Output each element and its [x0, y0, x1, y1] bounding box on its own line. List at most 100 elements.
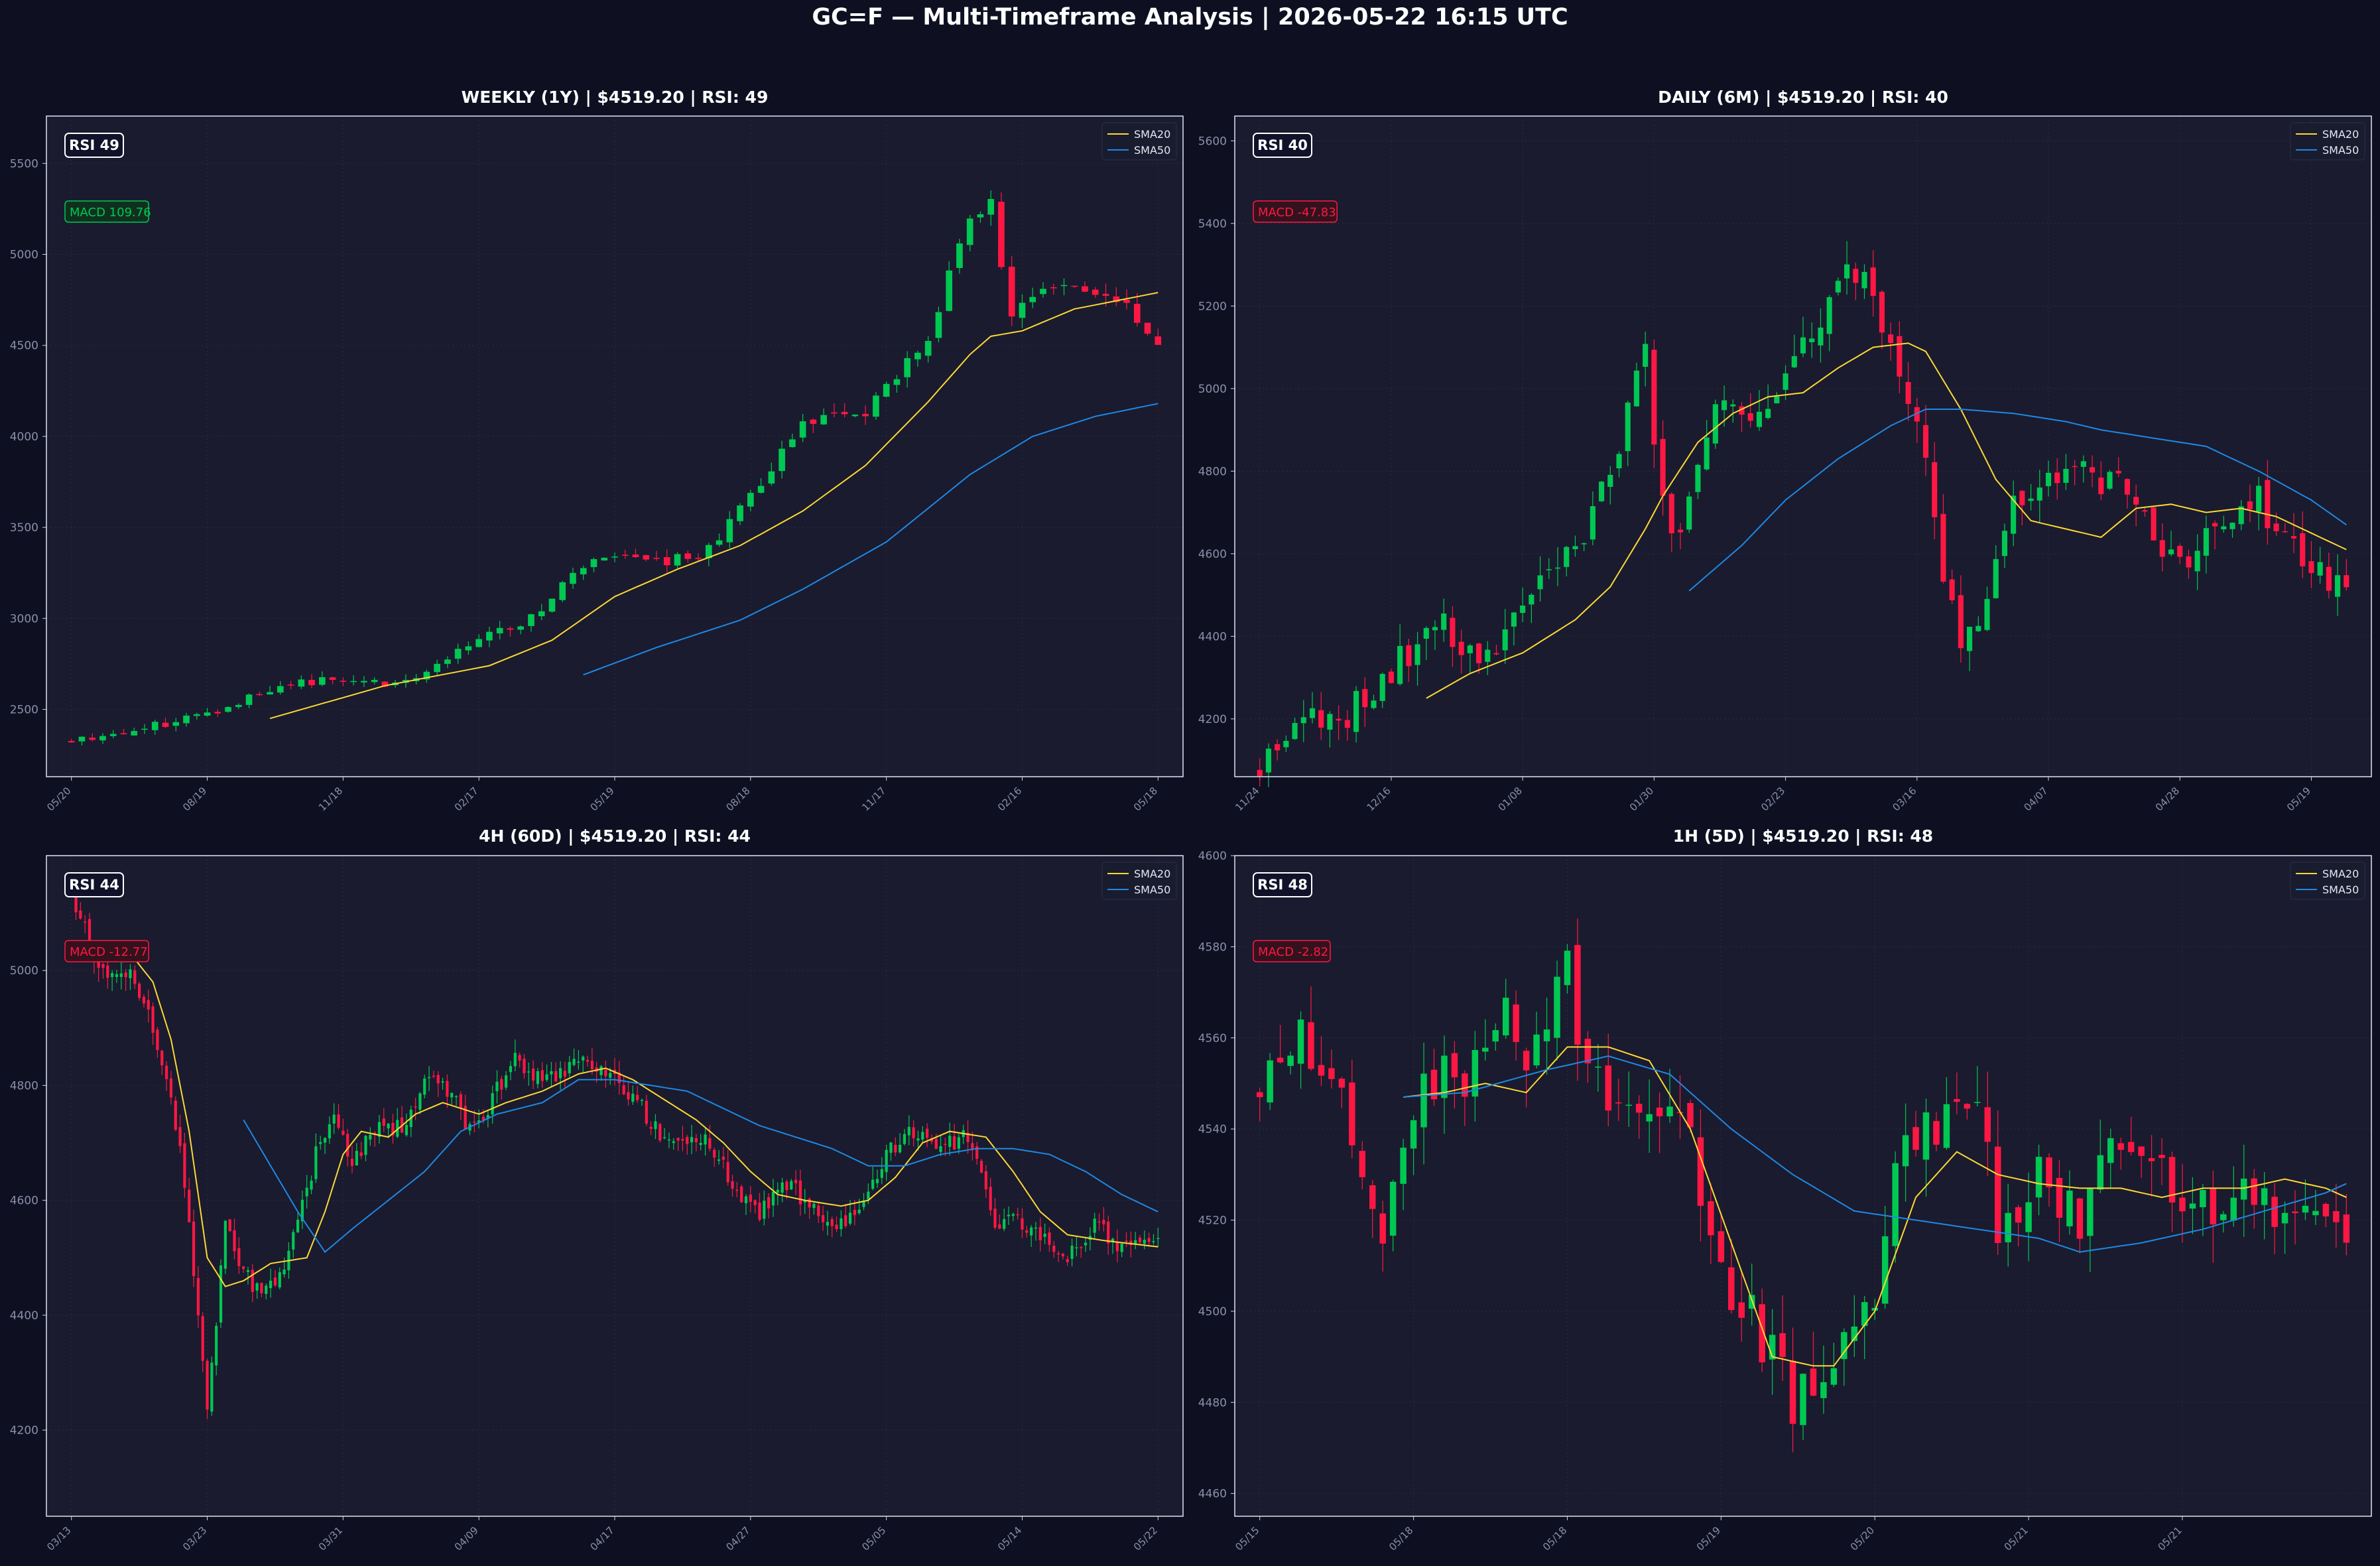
candle-bear [708, 1138, 712, 1149]
candle-bear [694, 1138, 698, 1142]
candle-bull [1400, 1147, 1407, 1184]
candle-bull [948, 1136, 952, 1147]
candle-bull [550, 1071, 553, 1075]
candle-bear [2179, 1197, 2186, 1212]
candle-bear [912, 1127, 915, 1138]
candle-bear [2019, 491, 2025, 505]
candle-bull [99, 736, 106, 741]
candle-bear [1476, 643, 1482, 664]
candle-bear [359, 1152, 363, 1156]
candle-bull [776, 1189, 779, 1193]
candle-bull [1283, 741, 1289, 748]
candle-bear [554, 1071, 558, 1082]
candle-bear [2177, 546, 2183, 557]
candle-bear [1257, 769, 1263, 776]
candle-bull [1633, 370, 1639, 407]
candle-bear [381, 681, 389, 687]
candle-bull [172, 722, 180, 726]
x-tick-label: 05/18 [1540, 1524, 1569, 1553]
candle-bear [1406, 645, 1412, 667]
candle-bear [1513, 1004, 1519, 1043]
candle-bull [1537, 575, 1543, 590]
candle-bull [450, 1092, 454, 1098]
candle-bear [1102, 294, 1109, 296]
candle-bear [2133, 497, 2139, 505]
candle-bear [1914, 407, 1920, 422]
candle-bull [361, 681, 367, 683]
candle-bull [1029, 296, 1036, 302]
candle-bear [97, 960, 100, 968]
candle-bear [1071, 285, 1078, 287]
candle-bull [1599, 482, 1605, 501]
y-tick-label: 5500 [10, 157, 38, 170]
candle-bear [653, 558, 660, 559]
candle-bear [979, 1161, 983, 1173]
candle-bull [1546, 569, 1552, 570]
candle-bull [1646, 1114, 1653, 1122]
candle-bull [223, 1220, 227, 1269]
candle-bull [867, 1191, 870, 1200]
sma50-line [583, 403, 1159, 676]
legend: SMA20 SMA50 [2290, 862, 2365, 900]
candle-bear [2322, 1204, 2330, 1216]
candle-bear [749, 1195, 752, 1202]
sma20-line [134, 958, 1159, 1287]
candle-bear [1318, 710, 1324, 728]
candle-bear [2115, 470, 2121, 474]
candle-bear [273, 1277, 277, 1285]
candle-bear [713, 1149, 716, 1158]
candle-bear [1061, 1254, 1065, 1257]
candle-bear [188, 1189, 191, 1222]
candle-bear [2117, 1143, 2124, 1150]
candle-bear [1574, 945, 1581, 1045]
candle-bull [880, 1169, 883, 1178]
candle-bull [298, 679, 305, 687]
candle-bull [903, 1134, 907, 1144]
candle-bear [989, 1187, 992, 1210]
macd-badge-box [1253, 940, 1331, 962]
candle-bull [1607, 474, 1613, 488]
candle-bear [1008, 267, 1015, 317]
candle-bear [2090, 467, 2096, 473]
candle-bull [599, 1066, 603, 1075]
candle-bull [310, 1180, 313, 1190]
candle-bear [1102, 1220, 1105, 1224]
legend-sma20-label: SMA20 [2322, 868, 2359, 880]
candle-bull [1309, 708, 1316, 718]
candle-bear [563, 1071, 567, 1077]
candle-bull [672, 1141, 675, 1143]
candle-bull [210, 1362, 214, 1412]
rsi-badge: RSI 40 [1253, 133, 1312, 158]
panel-title-1h: 1H (5D) | $4519.20 | RSI: 48 [1672, 826, 1934, 846]
candle-bear [1718, 1231, 1725, 1262]
candle-bull [1800, 1374, 1806, 1425]
candle-bull [1267, 1060, 1273, 1103]
sma50-line [1403, 1055, 2347, 1253]
candle-bull [1943, 1104, 1950, 1148]
candle-bull [2066, 1191, 2073, 1226]
y-tick-label: 4400 [10, 1309, 38, 1323]
candle-bear [68, 741, 75, 743]
candle-bear [214, 712, 221, 714]
y-tick-label: 4800 [10, 1079, 38, 1092]
candle-bull [1712, 404, 1718, 444]
candle-bull [1783, 373, 1788, 390]
candle-bull [475, 639, 483, 647]
candle-bull [2229, 523, 2235, 529]
candle-bull [1502, 998, 1509, 1035]
candle-bull [747, 493, 754, 507]
candle-bull [427, 1077, 431, 1078]
candle-bull [699, 1143, 702, 1145]
candle-bear [1897, 336, 1903, 377]
candle-bull [1292, 723, 1298, 740]
candle-bull [528, 614, 534, 626]
y-tick-label: 4540 [1198, 1123, 1227, 1136]
candle-bear [500, 1078, 503, 1090]
candle-bear [106, 965, 109, 978]
candle-bull [119, 973, 123, 977]
candle-bull [726, 519, 733, 543]
candle-bear [2138, 1146, 2145, 1156]
x-tick-label: 05/15 [1233, 1524, 1261, 1553]
candle-bull [441, 1081, 444, 1083]
